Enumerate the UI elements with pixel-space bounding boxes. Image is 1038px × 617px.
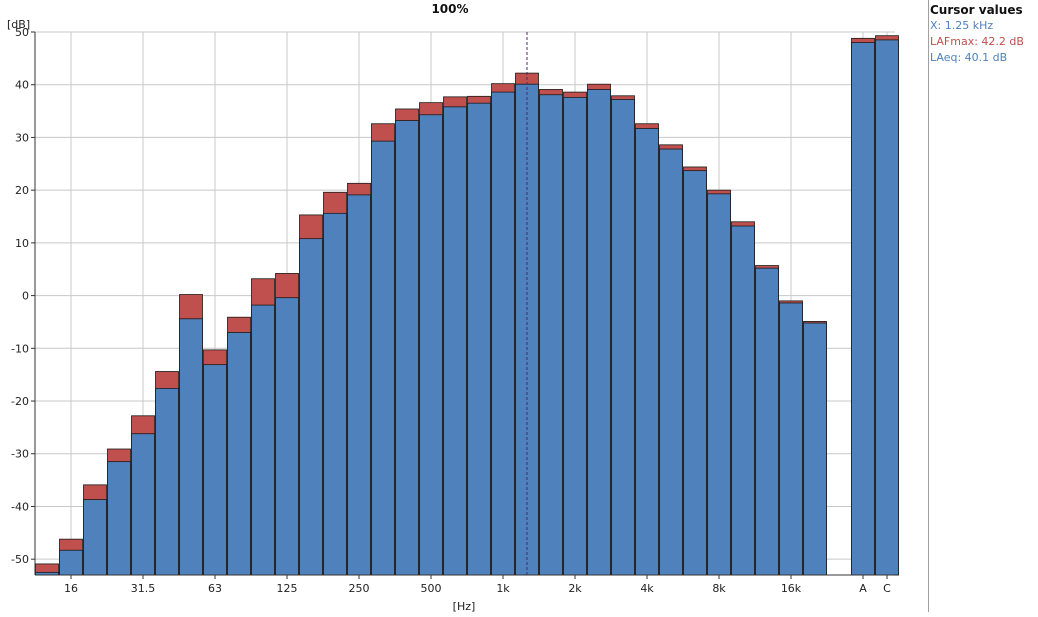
bar-laeq [779,302,803,576]
x-tick-label: 500 [421,582,442,595]
bar-laeq [731,225,755,576]
bar-laeq [611,99,635,576]
bar-laeq [443,106,467,576]
x-tick-label: 16 [64,582,78,595]
bar-laeq [203,364,227,576]
bar-laeq [251,304,275,576]
bar-laeq [395,120,419,576]
y-tick-label: 30 [15,131,29,144]
bar-laeq [875,39,899,576]
x-tick-label: A [859,582,867,595]
bar-laeq [659,148,683,576]
y-axis-label: [dB] [7,18,30,31]
bar-laeq [419,114,443,576]
axes: -50 -40 -30 -20 -10 0 10 20 30 40 50 16 31.5 63 125 250… [11,26,895,595]
bar-laeq [371,140,395,576]
bar-laeq [155,387,179,576]
bar-laeq [803,322,827,576]
bar-laeq [491,91,515,576]
bar-laeq [467,102,491,576]
cursor-values-title: Cursor values [930,3,1023,17]
bar-laeq [851,42,875,576]
y-tick-label: -50 [11,553,29,566]
bar-laeq [299,238,323,576]
panel-divider [928,0,929,612]
x-tick-label: 4k [640,582,654,595]
y-tick-label: -40 [11,500,29,513]
bar-laeq [539,94,563,576]
bar-laeq [755,267,779,576]
y-tick-label: 10 [15,237,29,250]
x-tick-label: 8k [712,582,726,595]
y-tick-label: -10 [11,342,29,355]
cursor-x-value: X: 1.25 kHz [930,19,994,32]
bar-laeq [227,332,251,576]
x-tick-label: 125 [277,582,298,595]
bar-laeq [275,297,299,576]
bars [35,35,899,576]
x-tick-label: 250 [349,582,370,595]
cursor-values-panel: Cursor values X: 1.25 kHz LAFmax: 42.2 d… [930,2,1036,66]
bar-laeq [323,212,347,576]
bar-laeq [131,433,155,576]
bar-laeq [683,170,707,576]
y-tick-label: -20 [11,395,29,408]
y-tick-label: 50 [15,26,29,39]
x-tick-label: 31.5 [131,582,156,595]
bar-laeq [347,194,371,576]
chart-title: 100% [431,2,468,16]
x-tick-label: 1k [496,582,510,595]
bar-laeq [563,96,587,576]
y-tick-label: 40 [15,79,29,92]
bar-laeq [707,193,731,576]
bar-laeq [635,128,659,576]
x-tick-label: C [883,582,891,595]
bar-laeq [587,89,611,576]
bar-laeq [179,318,203,576]
y-tick-label: 0 [22,290,29,303]
y-tick-label: 20 [15,184,29,197]
cursor-laeq-value: LAeq: 40.1 dB [930,51,1008,64]
cursor-lafmax-value: LAFmax: 42.2 dB [930,35,1024,48]
x-tick-label: 63 [208,582,222,595]
bar-laeq [107,461,131,576]
spectrum-chart[interactable]: 100% [dB] [Hz] -50 -40 -30 -20 -10 0 10 20 30 40 5… [0,0,928,617]
x-axis-label: [Hz] [453,600,476,613]
x-tick-label: 16k [781,582,802,595]
bar-laeq [59,549,83,576]
y-tick-label: -30 [11,448,29,461]
bar-laeq [83,499,107,576]
x-tick-label: 2k [568,582,582,595]
